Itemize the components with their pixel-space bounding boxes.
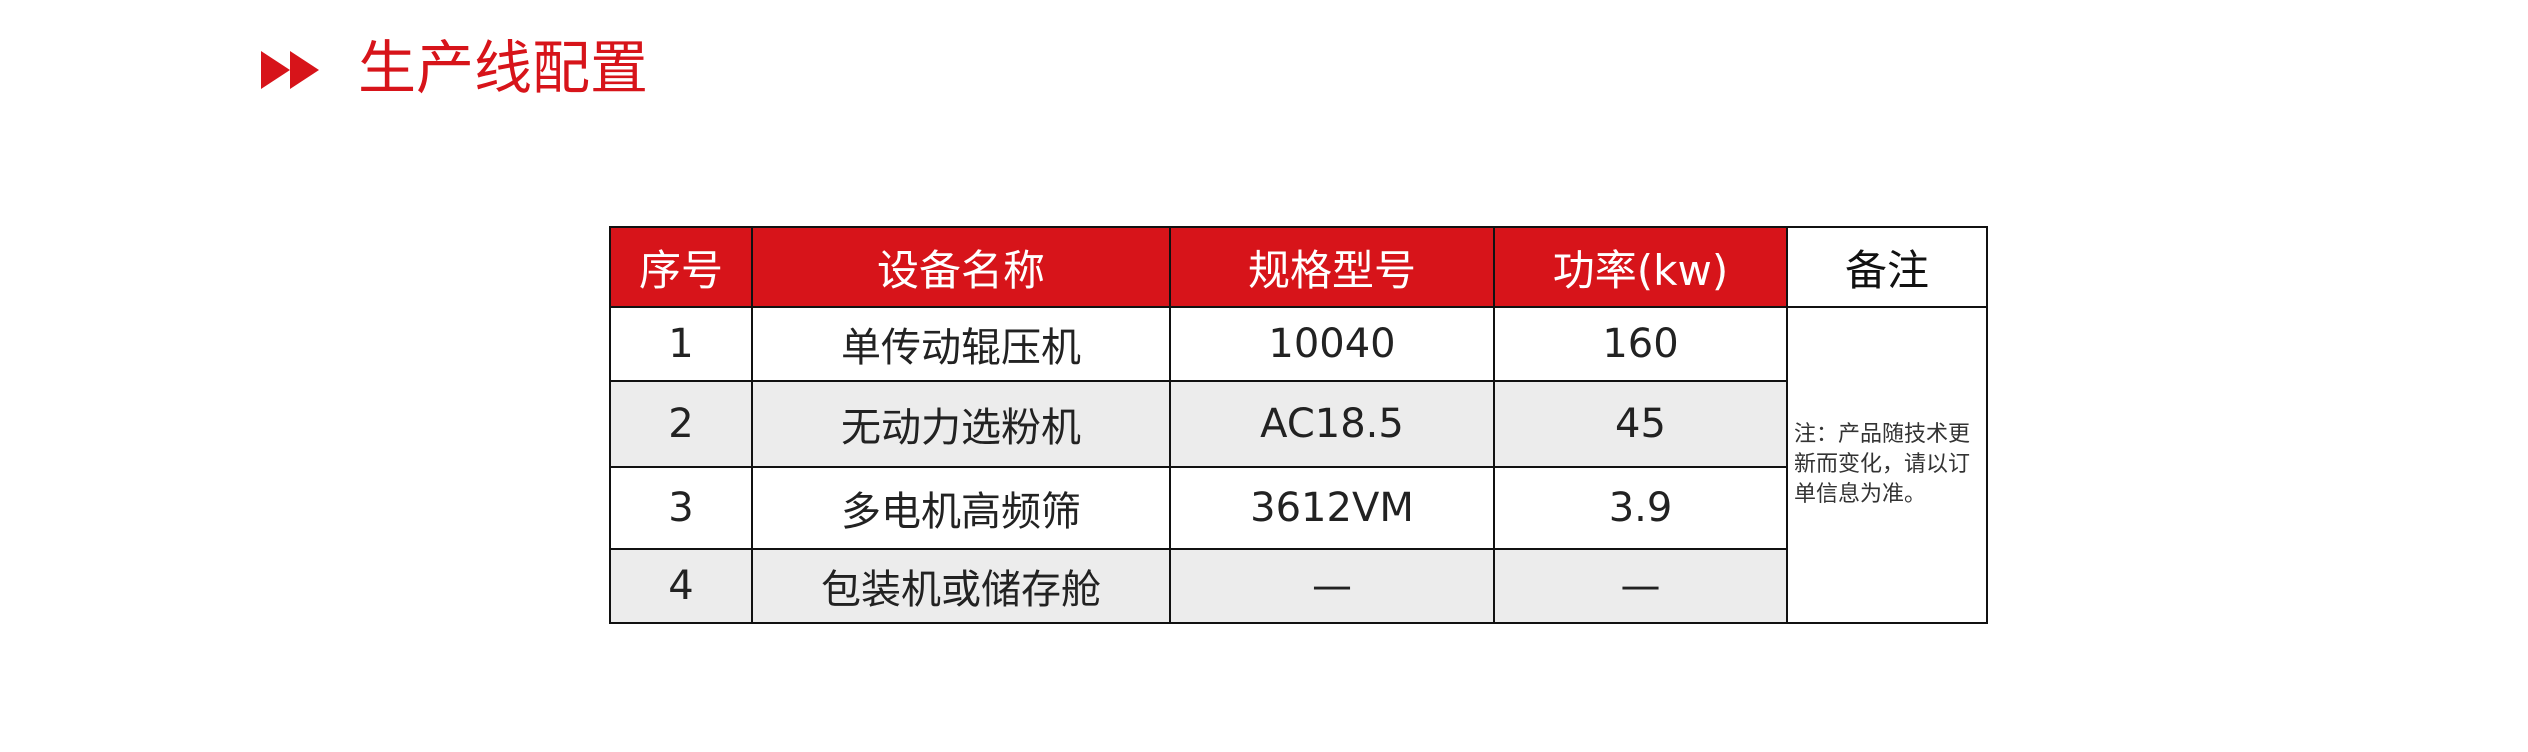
cell-no: 2 — [609, 380, 753, 468]
cell-power: 160 — [1493, 306, 1788, 382]
table-row: 2 无动力选粉机 AC18.5 45 — [609, 380, 1987, 468]
cell-power: — — [1493, 548, 1788, 624]
table-row: 4 包装机或储存舱 — — — [609, 548, 1987, 624]
column-header-model: 规格型号 — [1169, 226, 1495, 308]
cell-no: 1 — [609, 306, 753, 382]
column-header-power: 功率(kw) — [1493, 226, 1788, 308]
cell-model: 3612VM — [1169, 466, 1495, 550]
table-row: 3 多电机高频筛 3612VM 3.9 — [609, 466, 1987, 550]
cell-name: 无动力选粉机 — [751, 380, 1171, 468]
cell-no: 4 — [609, 548, 753, 624]
production-line-table: 序号 设备名称 规格型号 功率(kw) 备注 1 单传动辊压机 10040 16… — [609, 226, 1988, 624]
cell-model: AC18.5 — [1169, 380, 1495, 468]
cell-model: 10040 — [1169, 306, 1495, 382]
column-header-remarks: 备注 — [1786, 226, 1988, 308]
cell-power: 45 — [1493, 380, 1788, 468]
table-header-row: 序号 设备名称 规格型号 功率(kw) 备注 — [609, 226, 1988, 308]
cell-name: 多电机高频筛 — [751, 466, 1171, 550]
section-title: 生产线配置 — [358, 34, 649, 102]
cell-model: — — [1169, 548, 1495, 624]
cell-power: 3.9 — [1493, 466, 1788, 550]
table-row: 1 单传动辊压机 10040 160 注：产品随技术更新而变化，请以订单信息为准… — [609, 306, 1988, 624]
cell-name: 包装机或储存舱 — [751, 548, 1171, 624]
cell-name: 单传动辊压机 — [751, 306, 1171, 382]
cell-no: 3 — [609, 466, 753, 550]
double-play-arrow-icon — [261, 51, 319, 89]
section-header: 生产线配置 — [261, 36, 648, 100]
column-header-no: 序号 — [609, 226, 753, 308]
cell-remarks-note: 注：产品随技术更新而变化，请以订单信息为准。 — [1786, 306, 1988, 624]
column-header-name: 设备名称 — [751, 226, 1171, 308]
